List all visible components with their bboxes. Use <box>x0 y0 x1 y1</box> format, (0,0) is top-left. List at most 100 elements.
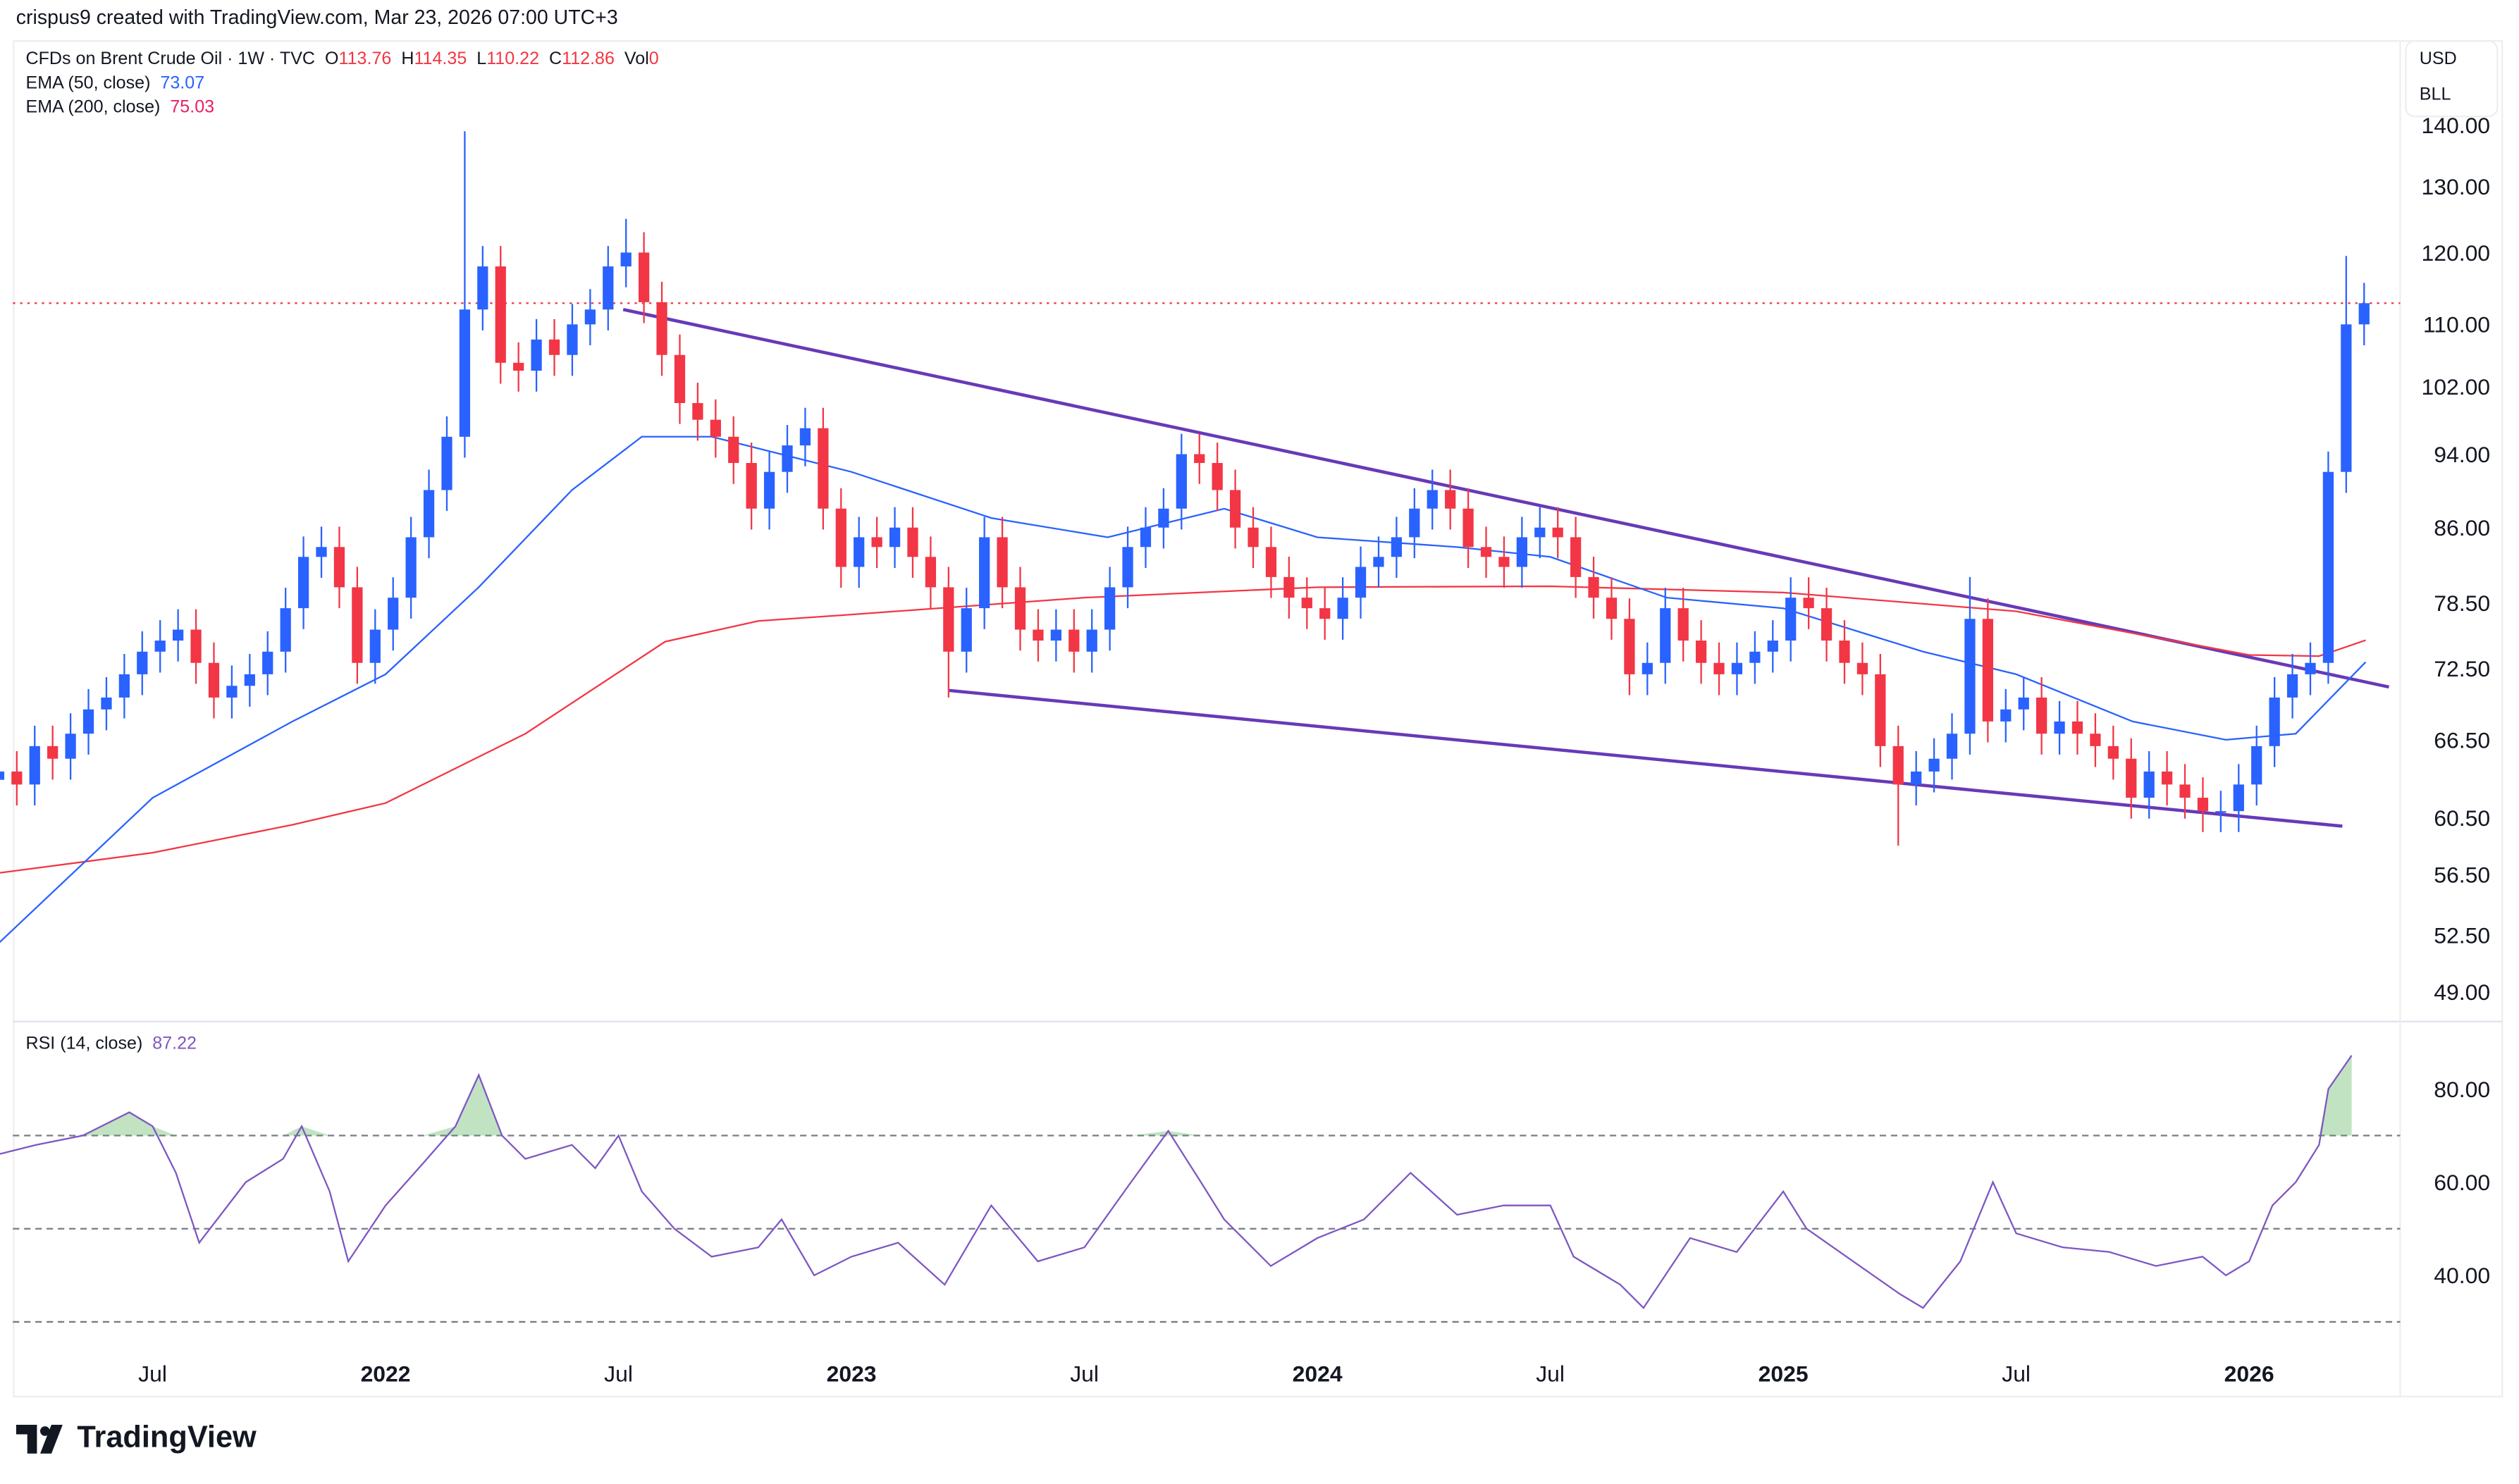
candle-body <box>1606 598 1618 619</box>
rsi-overbought-fill <box>82 1112 176 1136</box>
ema200-value: 75.03 <box>170 98 215 118</box>
candle-body <box>316 547 327 557</box>
ema200-label: EMA (200, close) <box>25 98 161 118</box>
time-tick-label: 2026 <box>2224 1361 2274 1386</box>
rsi-tick-label: 40.00 <box>2434 1263 2490 1288</box>
candle-body <box>29 746 40 785</box>
time-tick-label: Jul <box>1070 1361 1099 1386</box>
candle-body <box>82 709 94 734</box>
candle-body <box>1534 527 1546 538</box>
candle-body <box>1301 598 1312 609</box>
candle-body <box>1552 527 1563 538</box>
time-tick-label: Jul <box>604 1361 633 1386</box>
candle-body <box>2215 811 2227 813</box>
rsi-line <box>0 1055 2353 1309</box>
candle-body <box>1050 629 1061 641</box>
time-tick-label: 2025 <box>1759 1361 1809 1386</box>
ema50-legend[interactable]: EMA (50, close) 73.07 <box>25 74 204 93</box>
rsi-tick-label: 80.00 <box>2434 1077 2490 1102</box>
price-tick-label: 78.50 <box>2434 590 2490 616</box>
candle-body <box>674 354 686 404</box>
candle-body <box>1892 746 1904 785</box>
low-label: L <box>476 49 487 70</box>
candle-body <box>1086 629 1097 652</box>
candle-body <box>2286 674 2298 698</box>
candle-body <box>746 463 757 509</box>
candle-body <box>2161 771 2173 785</box>
candle-body <box>280 608 291 652</box>
candle-body <box>297 557 309 609</box>
candle-body <box>244 674 255 686</box>
candle-body <box>1982 619 1993 722</box>
candle-body <box>190 629 202 663</box>
price-tick-label: 72.50 <box>2434 656 2490 681</box>
candle-body <box>818 428 829 509</box>
candle-body <box>2143 771 2155 798</box>
candle-body <box>1731 662 1743 674</box>
candle-body <box>423 490 435 538</box>
symbol-legend: CFDs on Brent Crude Oil · 1W · TVC O113.… <box>25 50 658 69</box>
candle-body <box>65 734 76 759</box>
candle-body <box>2018 697 2029 710</box>
candle-body <box>1570 537 1582 577</box>
candle-body <box>513 362 524 371</box>
rsi-overbought-fill <box>2319 1055 2352 1136</box>
price-tick-label: 130.00 <box>2421 174 2490 199</box>
candle-body <box>1283 576 1295 598</box>
candle-body <box>1373 557 1384 567</box>
candle-body <box>1642 662 1653 674</box>
candle-body <box>2090 734 2101 746</box>
candle-body <box>1803 598 1814 609</box>
candle-body <box>2054 721 2065 734</box>
candle-body <box>137 651 148 674</box>
candle-body <box>1337 598 1348 619</box>
time-tick-label: 2024 <box>1293 1361 1343 1386</box>
candle-body <box>226 686 238 698</box>
tradingview-logo[interactable]: TradingView <box>16 1421 257 1457</box>
candle-body <box>639 252 650 302</box>
candle-body <box>2000 709 2012 722</box>
candle-body <box>710 419 721 437</box>
price-tick-label: 52.50 <box>2434 922 2490 948</box>
candle-body <box>907 527 918 557</box>
ema50-line <box>0 435 2367 944</box>
candle-body <box>495 266 506 363</box>
candle-body <box>1014 587 1026 630</box>
high-label: H <box>401 49 414 70</box>
candle-body <box>854 537 865 567</box>
price-tick-label: 66.50 <box>2434 727 2490 753</box>
time-tick-label: 2022 <box>361 1361 411 1386</box>
unit-selector[interactable]: USD BLL <box>2405 39 2499 118</box>
candle-body <box>835 508 846 567</box>
candle-body <box>1229 490 1241 528</box>
currency-label[interactable]: USD <box>2419 49 2457 70</box>
candle-body <box>173 629 184 641</box>
candle-body <box>548 339 560 355</box>
candle-body <box>1122 547 1133 588</box>
ema200-legend[interactable]: EMA (200, close) 75.03 <box>25 98 214 117</box>
candle-body <box>799 428 811 446</box>
rsi-legend[interactable]: RSI (14, close) 87.22 <box>25 1034 197 1053</box>
candle-body <box>1677 608 1689 641</box>
candle-body <box>961 608 972 652</box>
candle-body <box>1821 608 1833 641</box>
candle-body <box>1068 629 1080 652</box>
price-tick-label: 120.00 <box>2421 240 2490 266</box>
candle-body <box>1660 608 1671 663</box>
candle-body <box>1033 629 1044 641</box>
candle-body <box>1749 651 1761 663</box>
low-value: 110.22 <box>486 49 540 70</box>
candle-body <box>2341 324 2352 472</box>
candle-body <box>1462 508 1474 548</box>
candle-body <box>692 403 703 420</box>
candle-body <box>1911 771 1922 785</box>
candle-body <box>2269 697 2280 746</box>
tradingview-logo-text: TradingView <box>77 1421 257 1456</box>
symbol-name[interactable]: CFDs on Brent Crude Oil · 1W · TVC <box>25 49 316 70</box>
unit-label[interactable]: BLL <box>2419 85 2451 105</box>
rsi-overbought-fill <box>422 1075 503 1136</box>
candle-body <box>101 697 112 710</box>
candle-body <box>531 339 542 371</box>
close-label: C <box>548 49 562 70</box>
